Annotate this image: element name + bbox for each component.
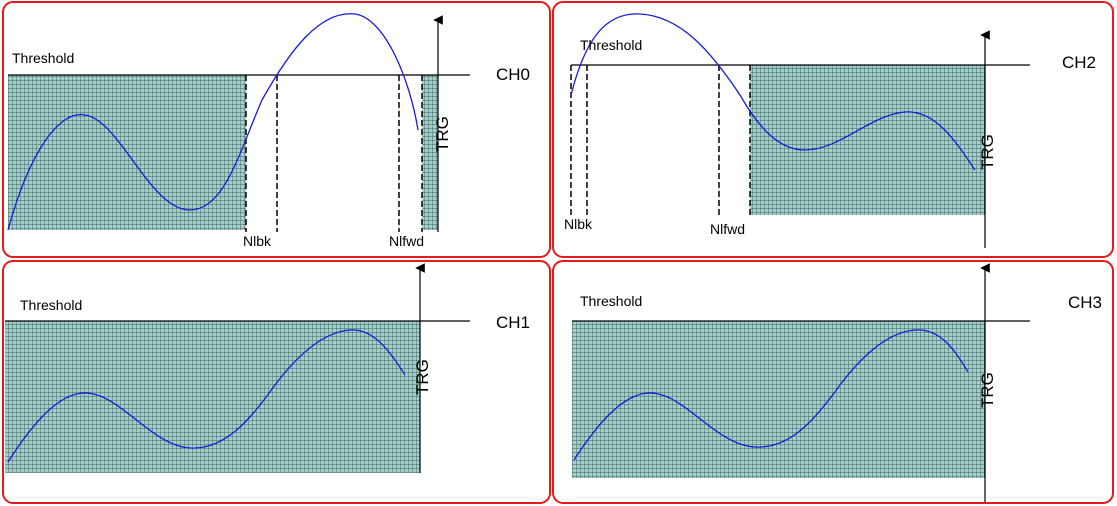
trigger-label: TRG (978, 372, 997, 408)
panel-ch2: Threshold CH2 TRG Nlbk Nlfwd (552, 1, 1114, 258)
signal-curve (570, 13, 976, 171)
marker-label-nlfwd: Nlfwd (389, 233, 424, 249)
trigger-label: TRG (413, 359, 432, 395)
signal-curve (573, 329, 969, 461)
threshold-label: Threshold (580, 37, 642, 53)
signal-curve (7, 329, 406, 463)
trigger-label: TRG (978, 134, 997, 170)
panel-ch0: Threshold CH0 TRG Nlbk Nlfwd (2, 1, 551, 258)
panel-frame (552, 1, 1114, 258)
acquisition-window-post (422, 75, 438, 230)
panel-frame (2, 1, 551, 258)
acquisition-window (5, 321, 420, 473)
panel-frame (2, 260, 551, 504)
acquisition-window (572, 321, 985, 478)
threshold-label: Threshold (20, 297, 82, 313)
marker-label-nlbk: Nlbk (243, 233, 272, 249)
channel-label: CH1 (496, 313, 530, 332)
threshold-label: Threshold (12, 50, 74, 66)
marker-label-nlfwd: Nlfwd (710, 221, 745, 237)
channel-label: CH2 (1062, 53, 1096, 72)
panel-ch1: Threshold CH1 TRG (2, 260, 551, 504)
signal-curve (7, 13, 419, 231)
channel-label: CH0 (496, 65, 530, 84)
panel-frame (552, 260, 1114, 504)
acquisition-window (750, 65, 985, 215)
trigger-label: TRG (433, 116, 452, 152)
channel-label: CH3 (1068, 293, 1102, 312)
panel-ch3: Threshold CH3 TRG (552, 260, 1114, 504)
marker-label-nlbk: Nlbk (564, 216, 593, 232)
threshold-label: Threshold (580, 293, 642, 309)
